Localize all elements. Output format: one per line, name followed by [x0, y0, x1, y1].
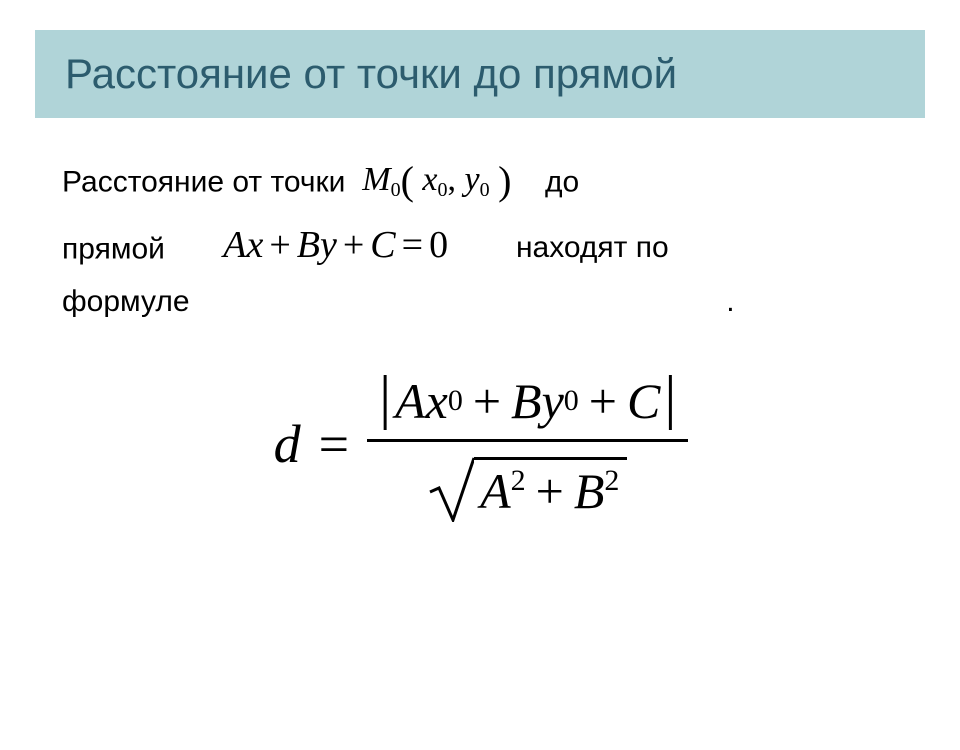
- num-sub0b: 0: [564, 384, 579, 418]
- den-B: B: [574, 463, 605, 519]
- num-plus2: +: [579, 372, 627, 430]
- text-paragraph: Расстояние от точки M0( x0, y0 ) до прям…: [62, 148, 900, 326]
- var-x: x: [422, 161, 437, 198]
- numerator: |Ax0+By0+C|: [367, 366, 688, 439]
- abs-right-icon: |: [660, 363, 680, 432]
- num-Ax: Ax: [395, 372, 448, 430]
- den-sup2a: 2: [511, 464, 526, 497]
- num-C: C: [627, 372, 660, 430]
- point-m0: M0( x0, y0 ): [354, 161, 520, 198]
- fraction: |Ax0+By0+C| A2+B2: [367, 366, 688, 522]
- text-segment-1: Расстояние от точки: [62, 165, 345, 198]
- sub-x0: 0: [438, 179, 448, 201]
- rparen-icon: ): [498, 158, 511, 203]
- num-plus1: +: [463, 372, 511, 430]
- var-M: M: [362, 161, 390, 198]
- text-segment-3: прямой: [62, 232, 165, 265]
- den-plus: +: [526, 463, 574, 519]
- eq: =: [396, 224, 429, 266]
- slide-content: Расстояние от точки M0( x0, y0 ) до прям…: [0, 118, 960, 522]
- comma: ,: [448, 161, 457, 198]
- text-segment-2: до: [545, 165, 579, 198]
- den-A: A: [480, 463, 511, 519]
- text-segment-5: формуле: [62, 285, 190, 318]
- line-equation: Ax+By+C=0: [223, 224, 457, 266]
- period: .: [726, 285, 734, 318]
- radicand: A2+B2: [474, 457, 627, 531]
- plus2: +: [337, 224, 370, 266]
- sub-0: 0: [391, 179, 401, 201]
- var-By: By: [297, 224, 337, 266]
- distance-formula: d = |Ax0+By0+C| A2+B2: [62, 366, 900, 522]
- slide-title: Расстояние от точки до прямой: [65, 50, 895, 98]
- var-d: d: [274, 413, 301, 475]
- title-band: Расстояние от точки до прямой: [35, 30, 925, 118]
- denominator: A2+B2: [428, 442, 627, 522]
- sqrt: A2+B2: [428, 448, 627, 522]
- var-y: y: [465, 161, 480, 198]
- radical-icon: [428, 448, 474, 522]
- num-By: By: [511, 372, 564, 430]
- var-Ax: Ax: [223, 224, 263, 266]
- var-C: C: [370, 224, 395, 266]
- plus1: +: [263, 224, 296, 266]
- num-sub0a: 0: [448, 384, 463, 418]
- zero: 0: [429, 224, 448, 266]
- text-segment-4: находят по: [516, 231, 669, 264]
- lparen-icon: (: [401, 158, 414, 203]
- sub-y0: 0: [480, 179, 490, 201]
- den-sup2b: 2: [604, 464, 619, 497]
- abs-left-icon: |: [375, 363, 395, 432]
- eq-sign: =: [319, 413, 349, 475]
